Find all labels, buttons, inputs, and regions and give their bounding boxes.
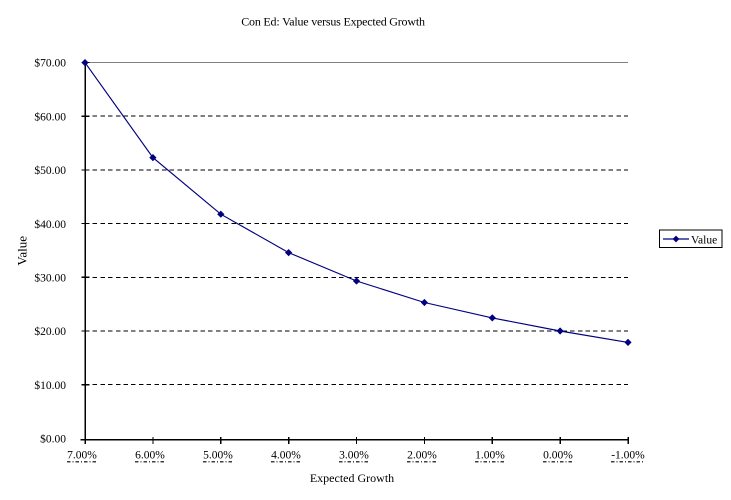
svg-text:2.00%: 2.00% bbox=[407, 450, 437, 462]
svg-text:3.00%: 3.00% bbox=[339, 450, 369, 462]
svg-text:$60.00: $60.00 bbox=[34, 110, 66, 123]
svg-text:4.00%: 4.00% bbox=[271, 450, 301, 462]
svg-text:$40.00: $40.00 bbox=[34, 218, 66, 231]
svg-text:$0.00: $0.00 bbox=[40, 433, 66, 446]
svg-text:1.00%: 1.00% bbox=[475, 450, 505, 462]
svg-text:$10.00: $10.00 bbox=[34, 379, 66, 392]
svg-text:Expected Growth: Expected Growth bbox=[310, 471, 394, 485]
svg-text:$50.00: $50.00 bbox=[34, 164, 66, 177]
svg-text:$70.00: $70.00 bbox=[34, 57, 66, 70]
svg-text:0.00%: 0.00% bbox=[543, 450, 573, 462]
svg-text:Con Ed: Value versus Expected: Con Ed: Value versus Expected Growth bbox=[241, 15, 425, 29]
svg-text:Value: Value bbox=[14, 236, 29, 266]
svg-text:6.00%: 6.00% bbox=[135, 450, 165, 462]
svg-text:5.00%: 5.00% bbox=[203, 450, 233, 462]
svg-text:7.00%: 7.00% bbox=[67, 450, 97, 462]
svg-text:Value: Value bbox=[691, 235, 717, 247]
svg-text:$20.00: $20.00 bbox=[34, 325, 66, 338]
svg-text:-1.00%: -1.00% bbox=[611, 450, 645, 462]
svg-text:$30.00: $30.00 bbox=[34, 272, 66, 285]
